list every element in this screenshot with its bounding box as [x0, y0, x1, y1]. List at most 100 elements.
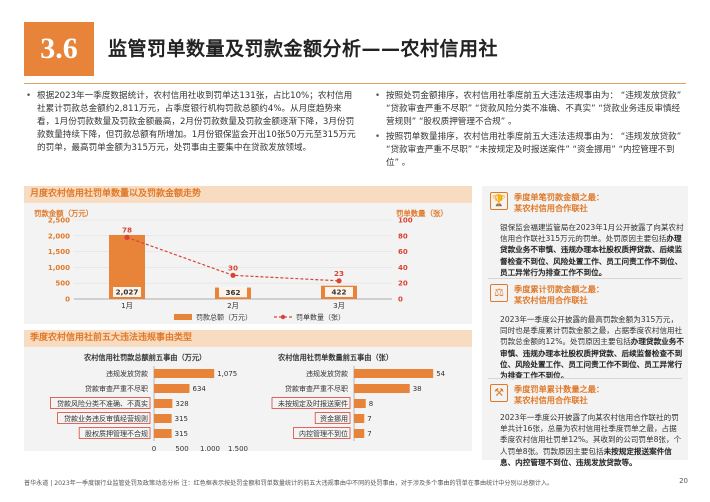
panel-title: 季度农村信用社前五大违法违规事由类型: [24, 330, 472, 347]
x-tick-label: 0: [152, 445, 156, 451]
gavel-icon: ⚒: [490, 384, 508, 402]
legend-swatch-point: [280, 314, 286, 320]
page-number: 20: [679, 477, 688, 485]
highlight-box: [49, 397, 151, 409]
bar-label-box: [219, 287, 247, 298]
bar-value: 7: [367, 430, 371, 438]
footer-note: 普华永道 | 2023年一季度银行业监管处罚及政策动态分析 注：红色框表示按处罚…: [24, 480, 554, 487]
x-tick-label: 1,500: [228, 445, 248, 451]
category-label: 违规发放贷款: [106, 369, 148, 378]
top5-charts: 农村信用社罚款总额前五事由（万元） 违规发放贷款 1,075 贷款审查严重不尽职 634…: [49, 353, 446, 451]
bar: [354, 384, 410, 393]
bar-value: 328: [175, 400, 188, 408]
bar: [154, 369, 215, 378]
category-label: 贷款风险分类不准确、不真实: [57, 399, 148, 408]
line-label: 30: [228, 263, 238, 272]
highlight-box: [314, 412, 351, 424]
x-tick-label: 2月: [227, 301, 239, 310]
bar-value: 1,075: [217, 370, 237, 378]
highlight-body: 银保监会福建监管局在2023年1月公开披露了向某农村信用合作联社315万元的罚单…: [500, 223, 684, 277]
bar-value: 54: [436, 370, 445, 378]
line-point: [124, 234, 130, 240]
bar-value: 315: [175, 430, 188, 438]
bar: [354, 369, 434, 378]
bar-value: 315: [175, 415, 188, 423]
bar-value: 8: [369, 400, 373, 408]
y-tick-right: 40: [398, 264, 408, 272]
y-tick-left: 2,000: [48, 232, 70, 240]
bar-label-box: [113, 287, 141, 297]
bar: [154, 384, 190, 393]
line-point: [230, 272, 236, 278]
category-label: 未按规定及时报送案件: [278, 399, 348, 408]
legend-label: 罚单数量（张）: [296, 313, 345, 322]
panel-title: 月度农村信用社罚单数量以及罚款金额走势: [24, 186, 472, 203]
bar: [354, 414, 365, 423]
y-tick-left: 2,500: [48, 217, 70, 225]
chart-title: 农村信用社罚款总额前五事由（万元）: [83, 353, 206, 362]
bullet-item: 按照罚单数量排序，农村信用社季度前五大违法违规事由为： “违规发放贷款” “贷款…: [375, 131, 687, 170]
bullet-item: 根据2023年一季度数据统计，农村信用社收到罚单达131张，占比10%；农村信用…: [26, 90, 356, 155]
divider: [488, 378, 682, 379]
category-label: 内控管理不到位: [299, 429, 348, 438]
bar: [154, 429, 172, 438]
highlight-box: [78, 427, 151, 439]
highlight-title: 季度累计罚款金额之最： 某农村信用合作联社: [514, 284, 605, 305]
bar: [354, 399, 366, 408]
chart-title: 农村信用社罚单数量前五事由（张）: [277, 353, 393, 362]
monthly-chart-panel: 月度农村信用社罚单数量以及罚款金额走势 罚款金额（万元） 罚单数量（张） 0 500 1…: [24, 186, 472, 324]
bar: [354, 429, 365, 438]
category-label: 贷款审查严重不尽职: [285, 384, 348, 393]
x-tick-label: 500: [175, 445, 188, 451]
line-label: 23: [334, 269, 344, 278]
highlight-body: 2023年一季度公开披露了向某农村信用合作联社的罚单共计16张，总量为农村信用社…: [500, 413, 682, 467]
category-label: 贷款审查严重不尽职: [85, 384, 148, 393]
divider: [488, 278, 682, 279]
line-point: [336, 278, 342, 284]
bar: [154, 399, 173, 408]
highlight-box: [271, 397, 351, 409]
bar-value: 38: [413, 385, 422, 393]
title-divider: [24, 83, 686, 84]
y-axis-left-title: 罚款金额（万元）: [34, 209, 93, 218]
monthly-chart: 罚款金额（万元） 罚单数量（张） 0 500 1,000 1,500 2,000 2,500 0…: [34, 209, 448, 322]
line-label: 78: [122, 225, 132, 234]
highlight-box: [293, 427, 351, 439]
category-label: 股权质押管理不合规: [85, 429, 148, 438]
category-label: 违规发放贷款: [306, 369, 348, 378]
x-tick-label: 3月: [333, 301, 345, 310]
y-tick-right: 0: [398, 296, 403, 304]
y-tick-right: 20: [398, 280, 408, 288]
highlight-title: 季度单笔罚款金额之最： 某农村信用合作联社: [514, 192, 605, 213]
bar-label: 362: [225, 288, 240, 297]
page-title: 监管罚单数量及罚款金额分析——农村信用社: [108, 38, 499, 60]
y-tick-right: 80: [398, 232, 408, 240]
scales-icon: ⚖: [490, 284, 508, 302]
y-tick-right: 60: [398, 248, 408, 256]
highlight-box: [57, 412, 151, 424]
legend-swatch-bar: [174, 314, 192, 320]
x-tick-label: 1月: [121, 301, 133, 310]
y-tick-left: 0: [65, 296, 70, 304]
bullet-item: 按照处罚金额排序，农村信用社季度前五大违法违规事由为： “违规发放贷款” “贷款…: [375, 90, 687, 129]
y-tick-left: 1,500: [48, 248, 70, 256]
highlights-panel: 🏆 季度单笔罚款金额之最： 某农村信用合作联社 银保监会福建监管局在2023年1…: [482, 186, 688, 467]
trophy-icon: 🏆: [490, 192, 508, 210]
y-tick-right: 100: [398, 217, 413, 225]
highlight-body: 2023年一季度公开披露的最高罚款金额为315万元，同时也是季度累计罚款金额之最…: [500, 315, 684, 381]
y-axis-right-title: 罚单数量（张）: [396, 209, 448, 218]
bar-value: 7: [367, 415, 371, 423]
bar-label-box: [325, 287, 353, 297]
y-tick-left: 1,000: [48, 264, 70, 272]
category-label: 贷款业务违反审慎经营规则: [64, 414, 148, 423]
y-tick-left: 500: [55, 280, 70, 288]
bar: [154, 414, 172, 423]
bar-label: 2,027: [116, 288, 139, 297]
section-number: 3.6: [24, 22, 94, 76]
bar-label: 422: [331, 288, 346, 297]
bullets-right: 按照处罚金额排序，农村信用社季度前五大违法违规事由为： “违规发放贷款” “贷款…: [375, 90, 687, 172]
legend-label: 罚款总额（万元）: [196, 313, 252, 322]
top5-panel: 季度农村信用社前五大违法违规事由类型 农村信用社罚款总额前五事由（万元） 违规发放…: [24, 330, 472, 451]
bullets-left: 根据2023年一季度数据统计，农村信用社收到罚单达131张，占比10%；农村信用…: [26, 90, 356, 157]
category-label: 资金挪用: [320, 414, 348, 423]
